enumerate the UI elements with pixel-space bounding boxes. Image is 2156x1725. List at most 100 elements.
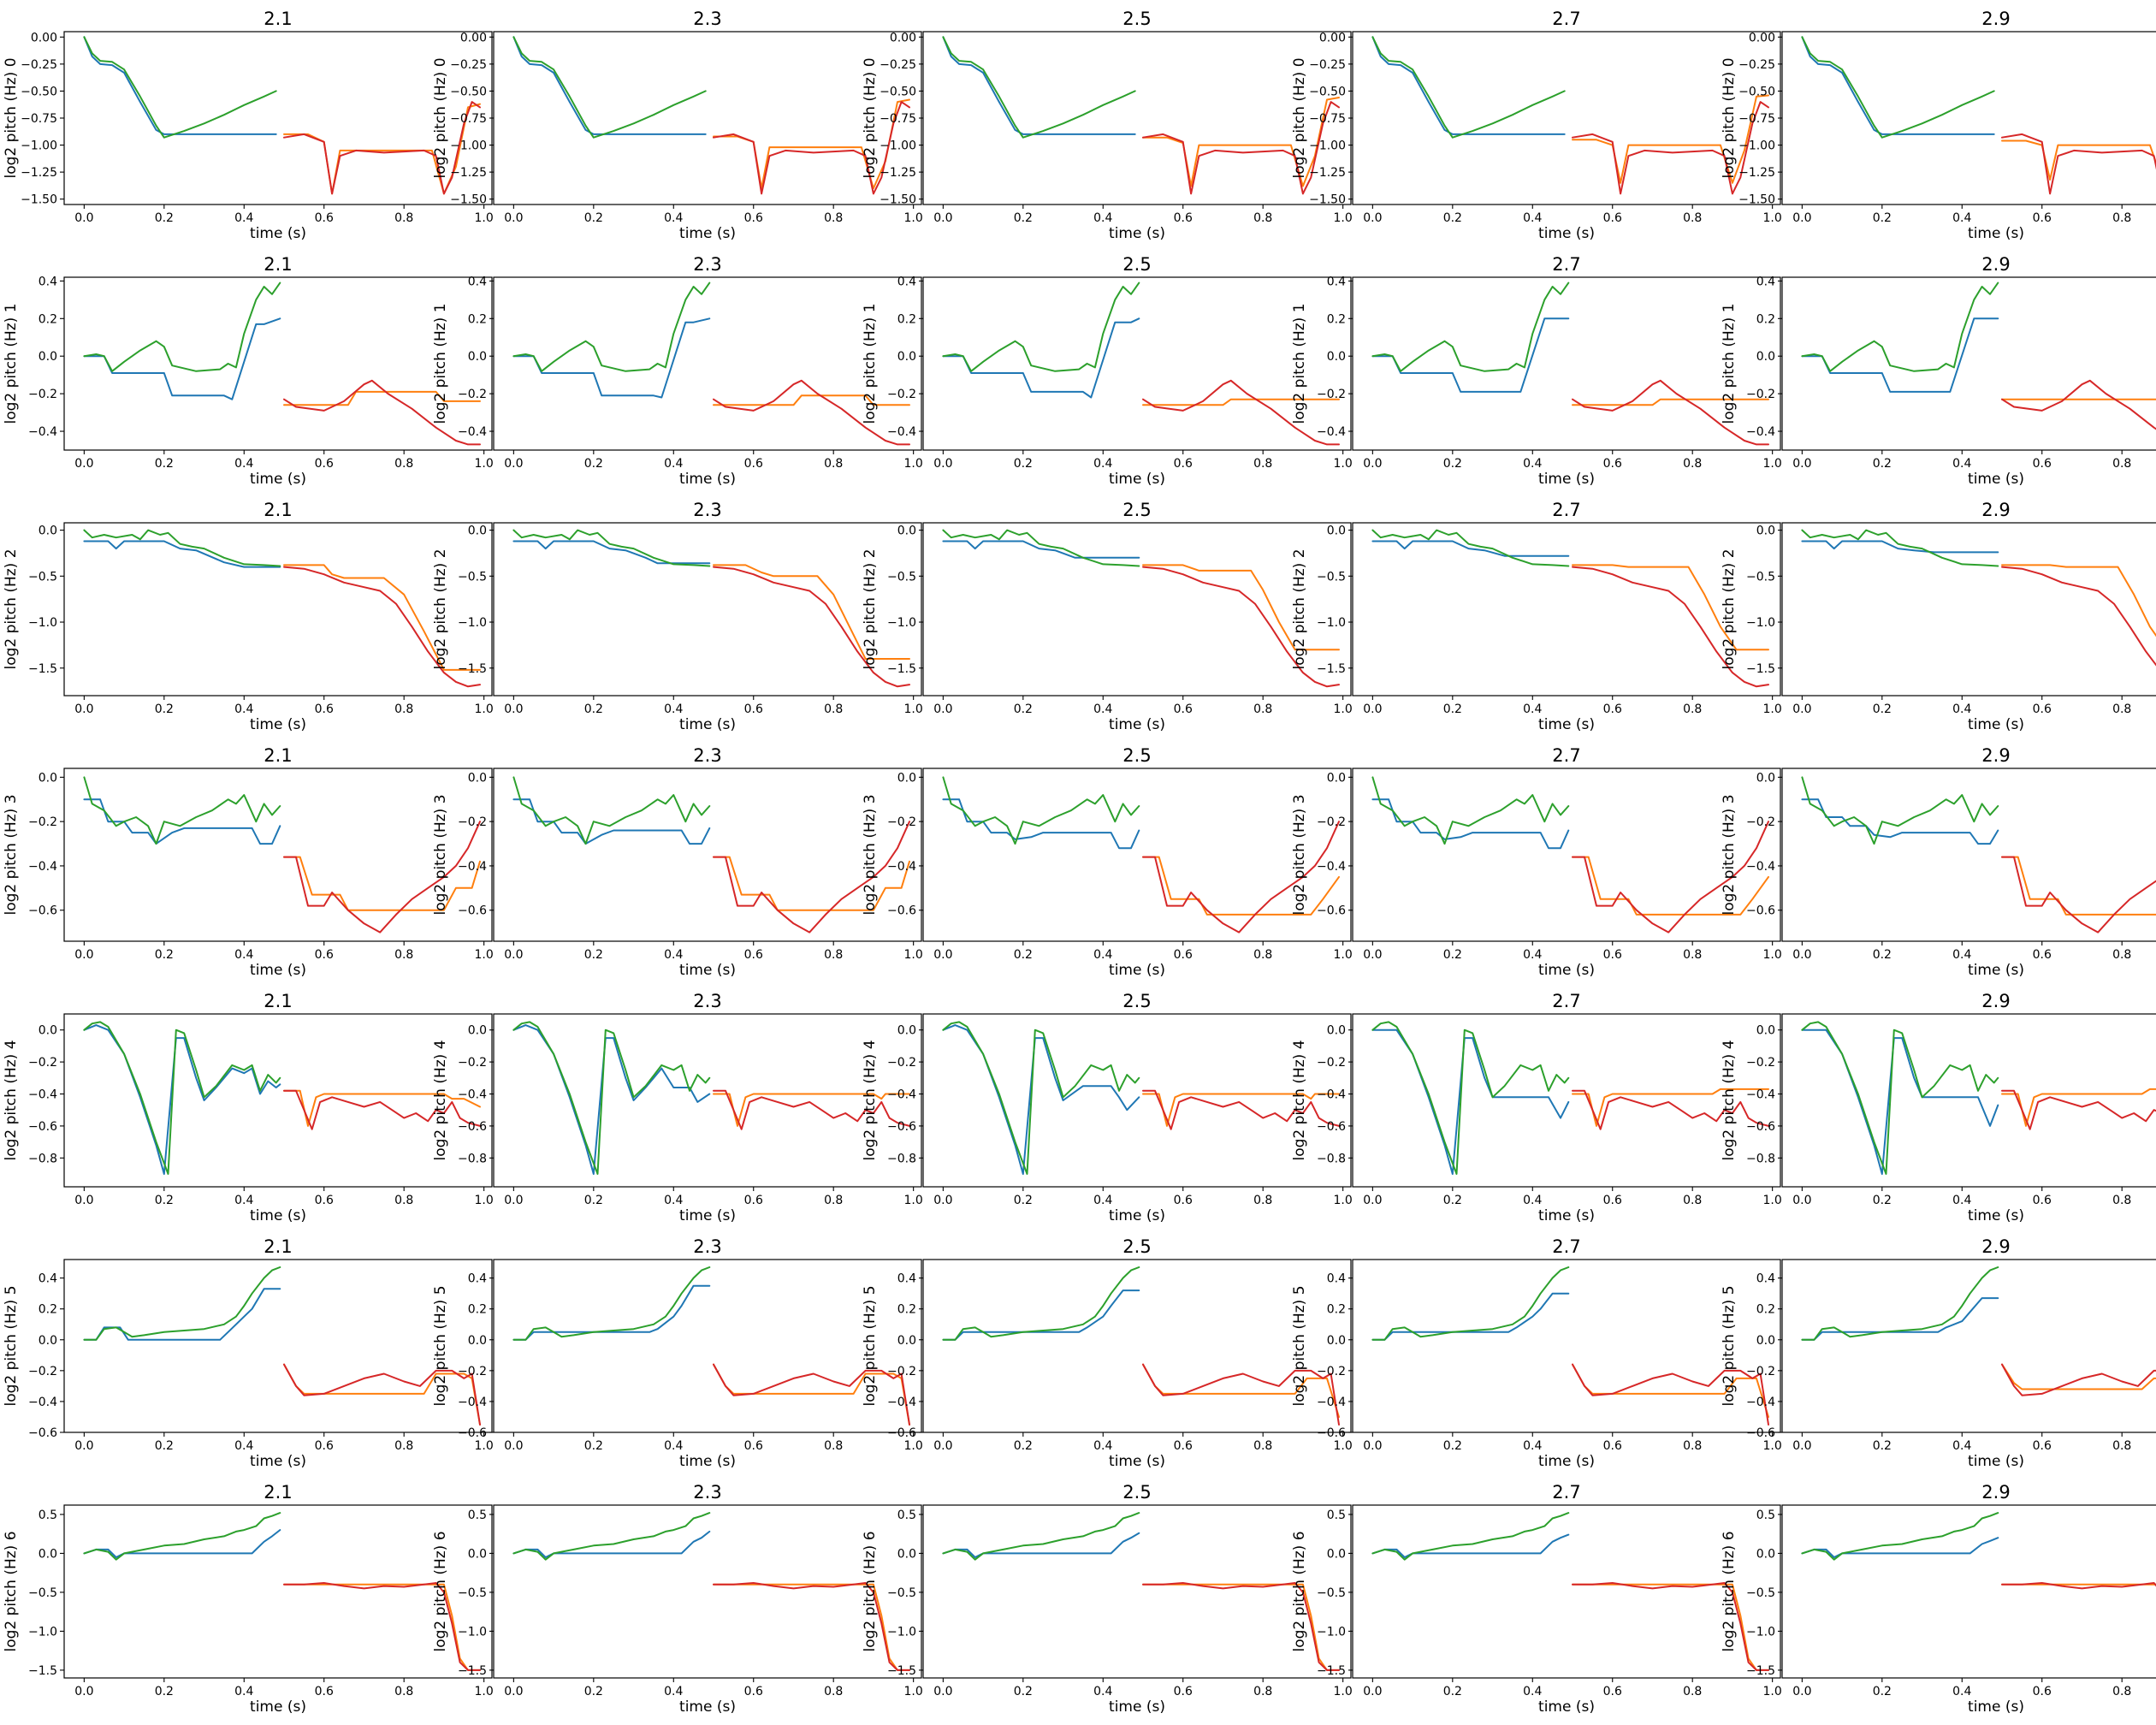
y-tick-label: −0.4 [887,1088,916,1102]
series-green-contour [512,1266,711,1341]
y-tick-label: 0.4 [38,275,57,288]
series-orange-step [1142,1363,1340,1418]
x-tick-label: 0.4 [664,702,683,716]
y-tick-label: −0.4 [1746,860,1775,874]
y-axis-label: log2 pitch (Hz) 3 [3,794,20,915]
series-green-contour [1801,282,1999,372]
y-tick-label: −0.2 [1746,815,1775,829]
subplot-title: 2.9 [1981,9,2010,29]
series-red-contour [2001,566,2156,667]
x-tick-label: 0.2 [584,1439,603,1453]
y-axis-label: log2 pitch (Hz) 6 [1291,1531,1308,1651]
y-tick-label: −1.25 [450,166,487,180]
x-tick-label: 0.6 [1603,211,1622,225]
x-tick-label: 0.0 [74,457,93,471]
x-tick-label: 0.2 [155,211,174,225]
series-orange-step [283,856,481,911]
y-tick-label: −0.50 [880,85,916,98]
y-tick-label: −1.5 [458,662,487,676]
series-green-contour [942,1266,1140,1341]
series-green-contour [512,776,711,845]
series-red-contour [2001,379,2156,430]
x-axis-label: time (s) [679,716,736,733]
x-tick-label: 0.2 [584,457,603,471]
y-tick-label: −0.4 [887,425,916,439]
y-tick-label: 0.0 [38,350,57,364]
x-axis-label: time (s) [679,225,736,242]
y-axis-label: log2 pitch (Hz) 2 [862,548,879,669]
x-tick-label: 0.6 [2033,1685,2052,1698]
plot-frame [1781,1013,2156,1188]
x-tick-label: 0.2 [1873,1194,1892,1207]
series-orange-step [1572,1088,1769,1127]
y-tick-label: −1.0 [458,616,487,630]
plot-frame [1352,31,1781,205]
x-tick-label: 0.4 [664,211,683,225]
plot-frame [493,31,922,205]
series-orange-step [2001,1583,2156,1586]
x-axis-label: time (s) [679,1207,736,1224]
plot-frame [1352,1013,1781,1188]
series-red-contour [713,566,910,688]
y-tick-label: −0.5 [458,1586,487,1600]
series-blue-step [83,36,277,135]
subplot-title: 2.1 [264,1482,292,1503]
x-tick-label: 0.8 [824,211,843,225]
y-tick-label: 0.0 [897,350,916,364]
y-tick-label: −0.4 [1746,425,1775,439]
y-tick-label: −1.5 [28,1664,57,1678]
x-axis-label: time (s) [1109,716,1165,733]
x-axis-label: time (s) [1968,1453,2024,1470]
x-axis-label: time (s) [1109,1698,1165,1716]
x-tick-label: 0.0 [1792,211,1811,225]
series-green-contour [942,36,1136,139]
y-tick-label: 0.4 [897,1272,916,1286]
x-tick-label: 0.0 [504,1439,523,1453]
subplot-title: 2.7 [1552,9,1580,29]
x-tick-label: 0.0 [74,1439,93,1453]
x-tick-label: 1.0 [1334,1685,1353,1698]
subplot-r4-c4: 2.9 0.0 0.2 0.4 0.6 0.8 1.0 time (s) 0.0 −0.2 −0.4… [1721,991,2156,1224]
x-axis-label: time (s) [1538,225,1595,242]
plot-frame [1352,768,1781,942]
x-tick-label: 0.2 [1014,948,1033,962]
series-green-contour [1801,529,1999,567]
x-tick-label: 0.6 [744,1194,763,1207]
x-axis-label: time (s) [250,1698,306,1716]
x-axis-label: time (s) [1109,225,1165,242]
x-tick-label: 0.2 [1014,1194,1033,1207]
y-tick-label: −0.5 [887,570,916,584]
y-axis-label: log2 pitch (Hz) 5 [1291,1285,1308,1406]
x-tick-label: 1.0 [475,1194,494,1207]
plot-frame [922,522,1352,697]
y-axis-label: log2 pitch (Hz) 0 [862,57,879,178]
y-tick-label: 0.00 [1319,31,1346,44]
x-tick-label: 1.0 [904,948,923,962]
y-tick-label: −0.4 [1317,1088,1346,1102]
series-orange-step [283,564,481,671]
y-tick-label: −0.5 [28,570,57,584]
series-orange-step [1572,398,1769,406]
subplot-title: 2.3 [693,254,721,275]
series-blue-step [1371,1533,1570,1558]
y-tick-label: −0.6 [458,904,487,918]
series-green-contour [1801,36,1995,139]
plot-frame [1781,768,2156,942]
series-blue-step [942,36,1136,135]
subplot-title: 2.9 [1981,1482,2010,1503]
y-tick-label: −1.5 [1746,662,1775,676]
y-tick-label: −0.25 [880,58,916,72]
plot-frame [1352,1504,1781,1679]
y-axis-label: log2 pitch (Hz) 2 [1291,548,1308,669]
series-orange-step [713,564,910,660]
x-tick-label: 0.0 [1792,702,1811,716]
x-tick-label: 0.0 [74,948,93,962]
x-tick-label: 1.0 [1763,1194,1782,1207]
plot-frame [493,1259,922,1433]
series-orange-step [2001,856,2156,916]
